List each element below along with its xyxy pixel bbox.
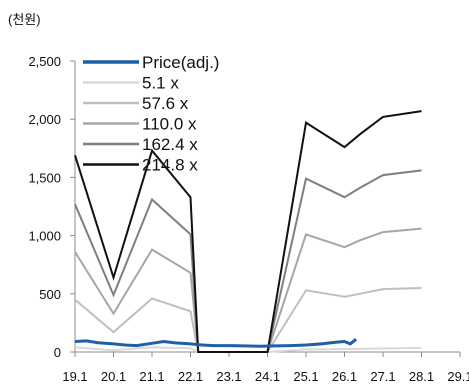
x-tick-label: 29.1 [447, 369, 469, 384]
legend-label: 214.8 x [142, 156, 198, 175]
x-tick-label: 21.1 [139, 369, 164, 384]
x-tick-label: 24.1 [255, 369, 280, 384]
y-tick-label: 2,500 [28, 54, 61, 69]
x-tick-label: 25.1 [293, 369, 318, 384]
legend-label: 162.4 x [142, 135, 198, 154]
x-tick-label: 27.1 [370, 369, 395, 384]
series-line [74, 338, 358, 348]
series-lines [74, 110, 422, 353]
legend-label: 110.0 x [142, 115, 197, 134]
legend-label: 5.1 x [142, 74, 179, 93]
y-tick-label: 0 [54, 345, 61, 360]
x-tick-label: 20.1 [101, 369, 126, 384]
series-line [74, 110, 422, 353]
x-tick-label: 26.1 [332, 369, 357, 384]
x-axis: 19.1 20.1 21.1 22.1 23.1 24.1 25.1 26.1 27.1 28.1… [62, 351, 469, 384]
x-tick-label: 23.1 [216, 369, 241, 384]
y-tick-label: 500 [39, 287, 61, 302]
y-axis: 0 500 1,000 1,500 2,000 2,500 [28, 54, 76, 360]
y-tick-label: 1,000 [28, 229, 61, 244]
unit-label: (천원) [8, 12, 41, 27]
x-tick-label: 22.1 [178, 369, 203, 384]
legend-label: Price(adj.) [142, 53, 219, 72]
series-line [74, 169, 422, 353]
series-line [74, 227, 422, 353]
x-tick-label: 28.1 [409, 369, 434, 384]
x-tick-label: 19.1 [62, 369, 87, 384]
series-line [74, 287, 422, 353]
y-tick-label: 2,000 [28, 112, 61, 127]
y-tick-label: 1,500 [28, 170, 61, 185]
legend-label: 57.6 x [142, 94, 189, 113]
